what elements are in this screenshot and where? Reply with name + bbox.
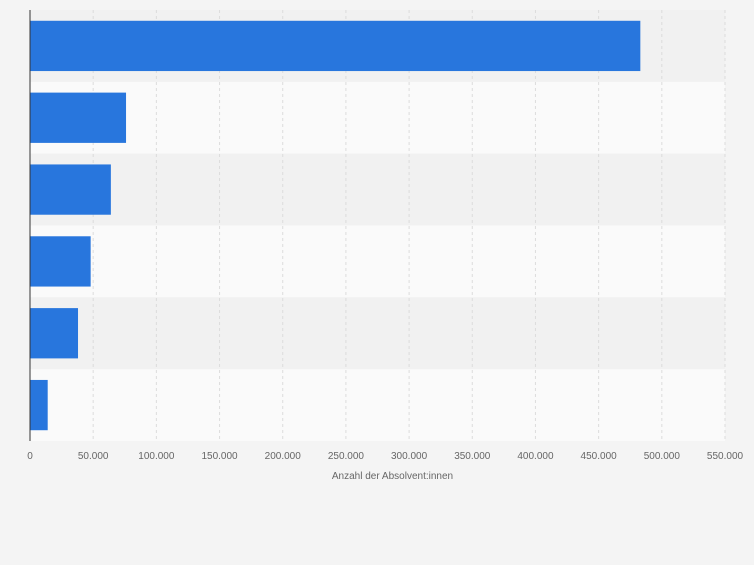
x-tick-labels: 0 50.000 100.000 150.000 200.000 250.000 300.0… (27, 451, 743, 462)
bar (30, 92, 127, 143)
x-tick-label: 350.000 (454, 451, 491, 462)
x-tick-label: 250.000 (328, 451, 365, 462)
bar (30, 236, 91, 287)
x-tick-label: 50.000 (78, 451, 109, 462)
row-band (30, 153, 725, 226)
x-tick-label: 150.000 (201, 451, 238, 462)
bar (30, 20, 641, 72)
x-tick-label: 450.000 (581, 451, 618, 462)
bar (30, 379, 48, 431)
x-axis-label: Anzahl der Absolvent:innen (332, 471, 453, 482)
x-tick-label: 300.000 (391, 451, 428, 462)
bar (30, 164, 111, 215)
x-tick-label: 200.000 (265, 451, 302, 462)
row-band (30, 81, 725, 154)
x-tick-label: 100.000 (138, 451, 175, 462)
row-bands (30, 10, 725, 441)
row-band (30, 369, 725, 441)
row-band (30, 225, 725, 298)
x-tick-label: 400.000 (517, 451, 554, 462)
bar (30, 308, 79, 359)
row-band (30, 297, 725, 370)
x-tick-label: 0 (27, 451, 33, 462)
x-tick-label: 550.000 (707, 451, 744, 462)
bars (30, 20, 641, 431)
x-tick-label: 500.000 (644, 451, 681, 462)
